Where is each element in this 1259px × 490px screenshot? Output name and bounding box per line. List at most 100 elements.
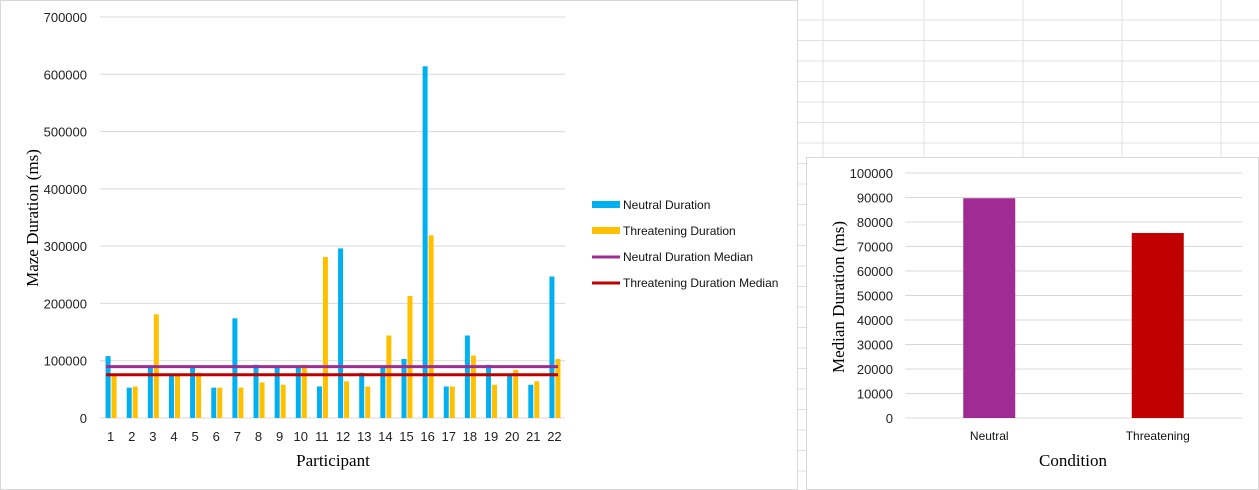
threatening-bar — [174, 375, 180, 418]
x-tick-label: Threatening — [1126, 429, 1190, 443]
legend-label: Threatening Duration Median — [623, 276, 778, 290]
y-tick-label: 300000 — [44, 239, 87, 254]
threatening-bar — [280, 384, 286, 418]
y-tick-label: 80000 — [857, 215, 893, 230]
neutral-bar — [401, 358, 407, 418]
x-tick-label: 7 — [234, 429, 241, 444]
legend-label: Threatening Duration — [623, 224, 736, 238]
x-tick-label: 20 — [505, 429, 519, 444]
x-axis-title: Condition — [1039, 451, 1108, 470]
legend-swatch — [592, 201, 620, 208]
threatening-bar — [555, 358, 561, 418]
neutral-bar — [232, 318, 238, 418]
x-tick-label: 3 — [149, 429, 156, 444]
neutral-bar — [295, 367, 301, 418]
x-tick-label: 15 — [399, 429, 413, 444]
neutral-bar — [274, 367, 280, 418]
neutral-bar — [507, 375, 513, 418]
threatening-bar — [386, 335, 392, 418]
y-tick-label: 50000 — [857, 289, 893, 304]
x-tick-label: 9 — [276, 429, 283, 444]
threatening-bar — [111, 375, 117, 418]
y-tick-label: 600000 — [44, 67, 87, 82]
neutral-bar — [316, 386, 322, 418]
neutral-bar — [105, 356, 111, 418]
neutral-bar — [190, 367, 196, 418]
x-tick-label: 17 — [442, 429, 456, 444]
y-tick-label: 100000 — [850, 166, 893, 181]
y-axis-title: Maze Duration (ms) — [23, 149, 42, 287]
neutral-bar — [464, 335, 470, 418]
legend-swatch — [592, 227, 620, 234]
x-tick-label: 16 — [420, 429, 434, 444]
y-tick-label: 20000 — [857, 362, 893, 377]
neutral-bar — [380, 367, 386, 418]
y-tick-label: 100000 — [44, 354, 87, 369]
x-tick-label: 2 — [128, 429, 135, 444]
legend-label: Neutral Duration Median — [623, 250, 753, 264]
x-tick-label: 11 — [315, 429, 329, 444]
neutral-bar — [168, 375, 174, 418]
x-tick-label: Neutral — [970, 429, 1009, 443]
x-tick-label: 22 — [547, 429, 561, 444]
threatening-bar — [428, 235, 434, 418]
neutral-bar — [359, 372, 365, 418]
neutral-bar — [549, 276, 555, 418]
neutral-bar — [147, 367, 153, 418]
threatening-bar — [132, 386, 138, 418]
threatening-bar — [322, 257, 328, 418]
y-tick-label: 90000 — [857, 191, 893, 206]
y-tick-label: 10000 — [857, 387, 893, 402]
threatening-bar — [492, 384, 498, 418]
y-tick-label: 200000 — [44, 296, 87, 311]
threatening-bar — [513, 369, 519, 418]
neutral-bar — [443, 386, 449, 418]
neutral-bar — [422, 66, 428, 418]
threatening-bar — [470, 355, 476, 418]
y-tick-label: 70000 — [857, 240, 893, 255]
neutral-bar — [126, 387, 132, 418]
threatening-bar — [301, 364, 307, 418]
x-tick-label: 1 — [107, 429, 114, 444]
x-tick-label: 5 — [191, 429, 198, 444]
y-tick-label: 0 — [886, 411, 893, 426]
y-tick-label: 500000 — [44, 125, 87, 140]
y-tick-label: 700000 — [44, 10, 87, 25]
x-tick-label: 19 — [484, 429, 498, 444]
threatening-bar — [196, 372, 202, 418]
x-tick-label: 10 — [294, 429, 308, 444]
x-tick-label: 8 — [255, 429, 262, 444]
x-tick-label: 21 — [526, 429, 540, 444]
x-tick-label: 12 — [336, 429, 350, 444]
threatening-median-bar — [1131, 233, 1184, 418]
threatening-bar — [217, 387, 223, 418]
x-tick-label: 13 — [357, 429, 371, 444]
threatening-bar — [534, 381, 540, 418]
y-tick-label: 60000 — [857, 264, 893, 279]
threatening-bar — [259, 382, 265, 418]
x-tick-label: 6 — [213, 429, 220, 444]
neutral-bar — [211, 387, 217, 418]
threatening-bar — [407, 295, 413, 418]
threatening-bar — [238, 387, 244, 418]
x-tick-label: 4 — [170, 429, 177, 444]
x-axis-title: Participant — [296, 451, 370, 470]
y-tick-label: 0 — [80, 411, 87, 426]
y-tick-label: 40000 — [857, 313, 893, 328]
neutral-bar — [486, 364, 492, 418]
neutral-median-bar — [963, 198, 1016, 418]
neutral-bar — [338, 248, 344, 418]
neutral-bar — [253, 364, 259, 418]
y-axis-title: Median Duration (ms) — [829, 221, 848, 373]
neutral-bar — [528, 384, 534, 418]
y-tick-label: 30000 — [857, 338, 893, 353]
y-tick-label: 400000 — [44, 182, 87, 197]
legend-label: Neutral Duration — [623, 198, 710, 212]
x-tick-label: 18 — [463, 429, 477, 444]
x-tick-label: 14 — [378, 429, 392, 444]
threatening-bar — [449, 386, 455, 418]
threatening-bar — [365, 386, 371, 418]
